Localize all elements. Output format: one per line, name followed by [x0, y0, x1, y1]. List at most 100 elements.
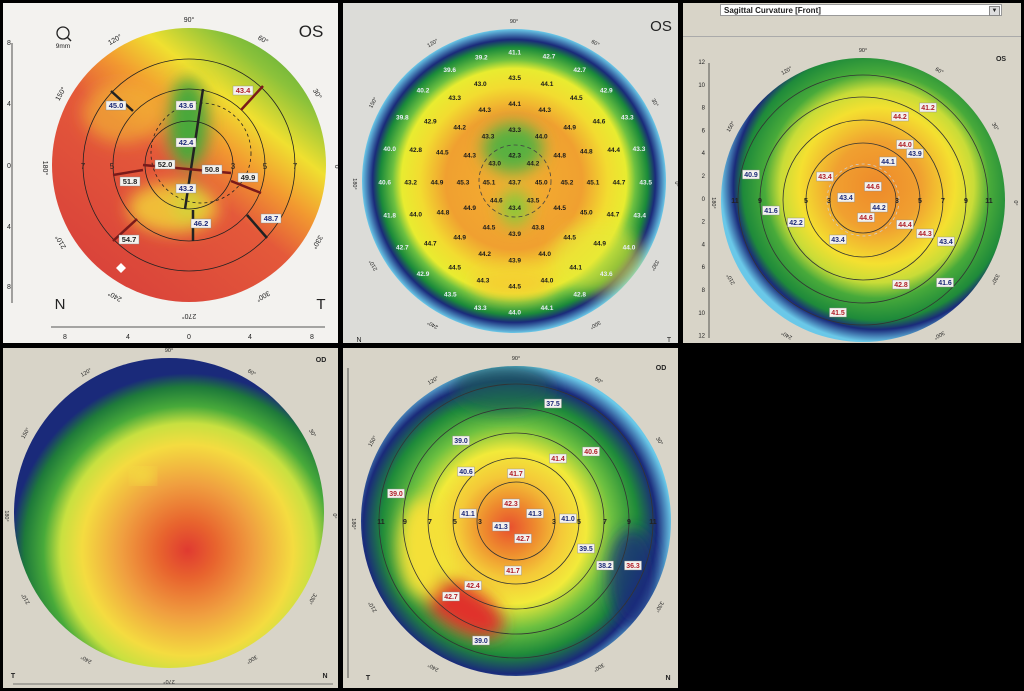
degree-label: 90° [165, 348, 173, 354]
power-value: 44.6 [593, 118, 606, 125]
ring-label: 11 [377, 519, 385, 526]
value-label-box [237, 172, 259, 183]
eye-label: OS [996, 56, 1006, 63]
curvature-value: 41.5 [831, 310, 845, 317]
curvature-value: 44.6 [866, 184, 880, 191]
degree-label: 90° [859, 48, 867, 54]
power-value: 44.6 [490, 198, 503, 205]
y-tick-label: 2 [702, 174, 706, 180]
power-value: 44.3 [538, 107, 551, 114]
degree-label: 30° [654, 436, 663, 446]
ring-label: 11 [731, 198, 739, 205]
y-tick-label: 0 [7, 163, 11, 170]
power-value: 44.3 [478, 107, 491, 114]
x-tick-label: 4 [248, 334, 252, 341]
power-value: 43.8 [532, 224, 545, 231]
degree-label: 0° [331, 513, 337, 518]
curvature-value: 41.0 [561, 516, 575, 523]
power-value: 44.0 [508, 309, 521, 316]
power-value: 43.3 [633, 146, 646, 153]
degree-label: 270° [182, 312, 197, 320]
degree-label: 180° [351, 178, 357, 189]
ring-label: 7 [81, 162, 86, 171]
power-value: 43.3 [474, 305, 487, 312]
curvature-value: 37.5 [546, 401, 560, 408]
power-value: 42.3 [508, 153, 521, 160]
degree-label: 120° [427, 376, 440, 387]
value-label-box [105, 100, 127, 111]
curvature-value: 45.0 [109, 101, 124, 110]
power-value: 44.0 [623, 244, 636, 251]
value-label-box [896, 219, 914, 230]
ring-label: 5 [804, 198, 808, 205]
chevron-down-icon[interactable]: ▼ [989, 6, 1000, 16]
value-label-box [870, 202, 888, 213]
power-value: 44.5 [570, 95, 583, 102]
curvature-value: 39.5 [579, 546, 593, 553]
power-value: 44.4 [607, 147, 620, 154]
ring-label: 3 [895, 198, 899, 205]
marker-diamond-icon [116, 263, 126, 273]
power-value: 43.5 [639, 179, 652, 186]
degree-label: 30° [311, 87, 323, 100]
y-tick-label: 8 [702, 288, 706, 294]
ring-label: 5 [577, 519, 581, 526]
value-label-box [857, 212, 875, 223]
value-label-box [906, 148, 924, 159]
value-label-box [464, 580, 482, 591]
curvature-value: 43.6 [179, 101, 194, 110]
topography-map-od-1: 90° 120° 60° 150° 30° 180° 0° 210° 330° 240° 300° 2… [3, 348, 338, 688]
curvature-value: 38.2 [598, 563, 612, 570]
degree-label: 150° [368, 97, 379, 110]
curvature-value: 44.6 [859, 215, 873, 222]
curvature-value: 44.4 [898, 222, 912, 229]
power-value: 43.4 [508, 205, 521, 212]
power-value: 42.9 [424, 118, 437, 125]
degree-label: 90° [510, 19, 518, 25]
power-value: 41.1 [508, 49, 521, 56]
y-tick-label: 10 [698, 83, 705, 89]
power-value: 44.7 [607, 212, 620, 219]
orientation-right: N [322, 673, 327, 680]
power-value: 45.3 [457, 179, 470, 186]
power-value: 44.9 [593, 240, 606, 247]
power-value: 44.5 [508, 284, 521, 291]
power-value: 43.9 [508, 258, 521, 265]
map-type-dropdown[interactable]: Sagittal Curvature [Front] ▼ [720, 4, 1002, 16]
ring-label: 7 [941, 198, 945, 205]
value-label-box [892, 279, 910, 290]
curvature-value: 54.7 [122, 235, 137, 244]
degree-label: 210° [54, 234, 68, 251]
ring-label: 3 [231, 162, 236, 171]
curvature-value: 43.4 [831, 237, 845, 244]
power-value: 44.2 [527, 160, 540, 167]
degree-label: 180° [3, 510, 9, 521]
ring-label: 3 [552, 519, 556, 526]
topography-map-os-3: Sagittal Curvature [Front] ▼ 90° 120° 60° 1… [683, 3, 1021, 343]
ring-label: 11 [649, 519, 657, 526]
power-value: 40.6 [378, 179, 391, 186]
ring-label: 7 [603, 519, 607, 526]
degree-label: 60° [256, 34, 269, 46]
power-value: 43.9 [508, 231, 521, 238]
power-value: 44.8 [437, 209, 450, 216]
curvature-value: 43.4 [818, 174, 832, 181]
curvature-value: 40.9 [744, 172, 758, 179]
degree-label: 300° [589, 319, 602, 330]
power-value: 44.5 [448, 264, 461, 271]
power-value: 42.8 [409, 147, 422, 154]
power-value: 42.8 [573, 292, 586, 299]
degree-label: 180° [41, 161, 49, 176]
degree-label: 180° [350, 518, 356, 529]
magnifier-icon[interactable] [56, 26, 72, 42]
degree-label: 330° [653, 600, 664, 613]
degree-label: 300° [592, 661, 605, 672]
power-value: 45.2 [561, 179, 574, 186]
curvature-value: 51.8 [123, 177, 138, 186]
power-value: 44.9 [463, 205, 476, 212]
power-value: 44.8 [580, 149, 593, 156]
y-tick-label: 12 [698, 60, 705, 66]
power-value: 43.5 [444, 292, 457, 299]
topography-map-os-2: 90°120°60°150°30°180°0°210°330°240°300°2… [343, 3, 678, 343]
y-tick-label: 8 [7, 40, 11, 47]
